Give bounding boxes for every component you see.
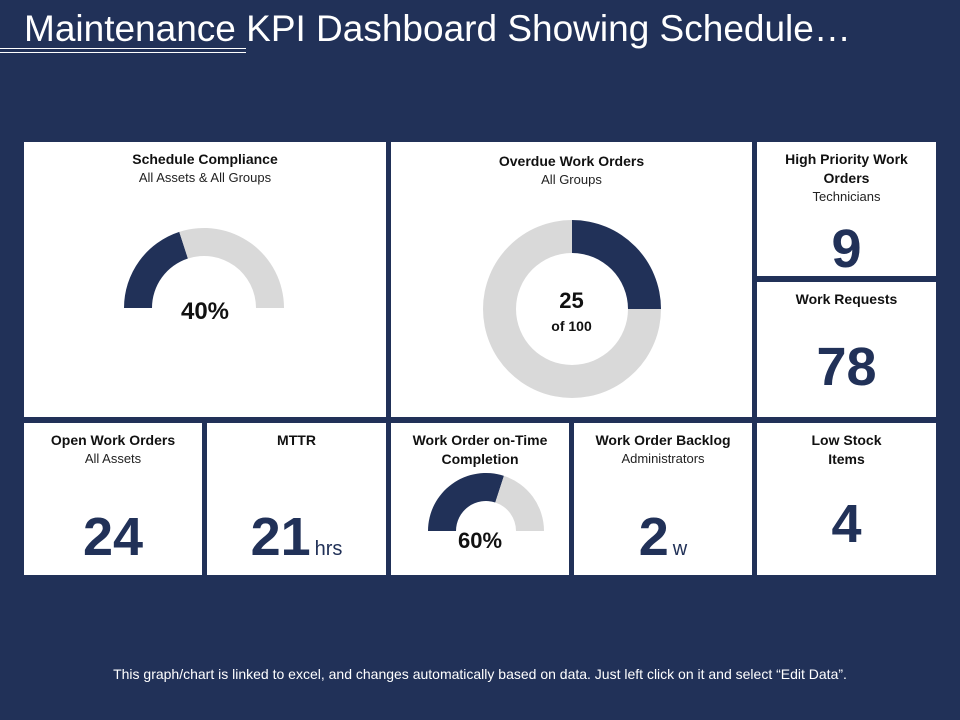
- card-title: MTTR: [277, 432, 316, 448]
- mttr-card[interactable]: MTTR 21 hrs: [207, 423, 386, 575]
- card-subtitle: Administrators: [621, 451, 705, 466]
- on-time-completion-card[interactable]: Work Order on-Time Completion 60%: [391, 423, 569, 575]
- card-subtitle: All Assets: [84, 451, 142, 466]
- card-title: Schedule Compliance: [132, 151, 278, 167]
- donut-value-slice: [572, 220, 661, 309]
- gauge-value-label: 40%: [180, 298, 230, 325]
- card-title: Work Requests: [795, 291, 898, 307]
- gauge-remaining-arc: [495, 475, 544, 531]
- gauge-value-label: 60%: [457, 528, 503, 553]
- card-subtitle: All Groups: [541, 172, 602, 187]
- kpi-value-wrap: 21 hrs: [207, 510, 386, 564]
- kpi-value: 2: [638, 507, 669, 567]
- card-title: Work Order on-Time Completion: [412, 432, 548, 467]
- card-title: Overdue Work Orders: [498, 153, 645, 169]
- donut-value: 25: [559, 288, 584, 313]
- title-underline: [0, 48, 246, 53]
- kpi-value: 78: [816, 337, 877, 397]
- kpi-value: 9: [831, 219, 862, 276]
- gauge-remaining-arc: [179, 228, 284, 308]
- donut-remaining-slice: [483, 220, 661, 398]
- kpi-value: 21: [250, 507, 311, 567]
- card-title: Open Work Orders: [50, 432, 176, 448]
- page-title: Maintenance KPI Dashboard Showing Schedu…: [24, 8, 851, 49]
- card-subtitle: All Assets & All Groups: [138, 170, 272, 185]
- open-work-orders-card[interactable]: Open Work Orders All Assets 24: [24, 423, 202, 575]
- kpi-value: 4: [831, 494, 862, 554]
- kpi-unit: w: [672, 538, 688, 560]
- card-subtitle: Technicians: [812, 189, 881, 204]
- footer-note: This graph/chart is linked to excel, and…: [113, 666, 847, 682]
- overdue-donut-chart: [483, 220, 661, 398]
- schedule-compliance-card[interactable]: Schedule Compliance All Assets & All Gro…: [24, 142, 386, 417]
- work-requests-card[interactable]: Work Requests 78: [757, 282, 936, 417]
- kpi-value: 24: [82, 507, 144, 567]
- high-priority-card[interactable]: High Priority Work Orders Technicians 9: [757, 142, 936, 276]
- overdue-work-orders-card[interactable]: Overdue Work Orders All Groups 25 of 100: [391, 142, 752, 417]
- card-title: Work Order Backlog: [595, 432, 731, 448]
- on-time-completion-gauge: [428, 473, 544, 531]
- schedule-compliance-gauge: [124, 228, 284, 308]
- card-title: Low Stock Items: [811, 432, 882, 467]
- low-stock-card[interactable]: Low Stock Items 4: [757, 423, 936, 575]
- gauge-value-arc: [124, 231, 188, 308]
- card-title: High Priority Work Orders: [785, 151, 908, 186]
- kpi-unit: hrs: [314, 538, 343, 560]
- gauge-value-arc: [428, 473, 504, 531]
- donut-of-label: of 100: [551, 318, 592, 334]
